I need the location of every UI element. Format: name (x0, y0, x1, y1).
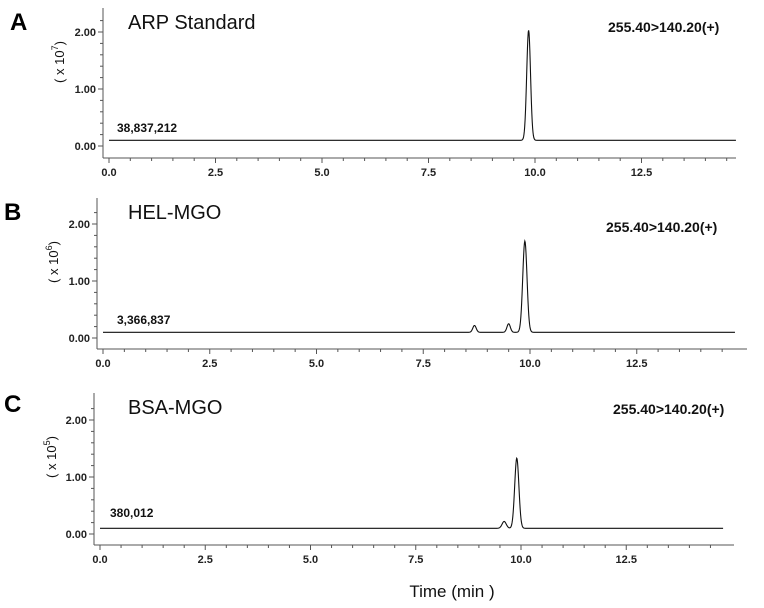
x-tick-label: 0.0 (95, 358, 110, 370)
y-axis-unit: ( x 105) (42, 436, 59, 478)
x-tick-label: 2.5 (198, 554, 213, 566)
sample-title: ARP Standard (128, 12, 256, 34)
x-tick-label: 5.0 (314, 167, 329, 179)
peak-area-label: 3,366,837 (117, 313, 171, 327)
mrm-transition: 255.40>140.20(+) (608, 19, 719, 35)
x-tick-label: 0.0 (101, 167, 116, 179)
x-tick-label: 5.0 (303, 554, 318, 566)
panel-letter: B (4, 199, 21, 226)
mrm-transition: 255.40>140.20(+) (613, 401, 724, 417)
sample-title: HEL-MGO (128, 202, 221, 224)
panel-c: 0.0 2.5 5.0 7.5 10.0 12.5 0.00 1.00 2.00 C BSA-MGO… (4, 391, 734, 566)
y-tick-label: 2.00 (66, 415, 87, 427)
panel-a: 0.0 2.5 5.0 7.5 10.0 12.5 0.00 1.00 2.00 A ARP Sta… (10, 8, 736, 179)
x-tick-label: 2.5 (208, 167, 223, 179)
panel-letter: C (4, 391, 21, 418)
chromatogram-trace (109, 30, 736, 141)
chromatogram-trace (100, 456, 724, 529)
x-tick-label: 2.5 (202, 358, 217, 370)
x-tick-label: 7.5 (408, 554, 423, 566)
x-tick-label: 10.0 (519, 358, 540, 370)
x-tick-label: 10.0 (524, 167, 545, 179)
y-tick-label: 0.00 (75, 141, 96, 153)
y-tick-label: 2.00 (69, 219, 90, 231)
panel-b: 0.0 2.5 5.0 7.5 10.0 12.5 0.00 1.00 2.00 B HEL-MGO… (4, 198, 747, 370)
y-axis-unit: ( x 106) (44, 241, 61, 283)
y-tick-label: 0.00 (66, 529, 87, 541)
y-tick-label: 1.00 (69, 276, 90, 288)
y-tick-label: 2.00 (75, 27, 96, 39)
x-tick-label: 7.5 (416, 358, 431, 370)
x-tick-label: 0.0 (92, 554, 107, 566)
x-tick-label: 12.5 (631, 167, 652, 179)
panel-letter: A (10, 9, 27, 36)
y-tick-label: 1.00 (75, 84, 96, 96)
peak-area-label: 38,837,212 (117, 121, 177, 135)
mrm-transition: 255.40>140.20(+) (606, 219, 717, 235)
y-axis-unit: ( x 107) (50, 41, 67, 83)
chromatogram-trace (103, 238, 735, 333)
peak-area-label: 380,012 (110, 506, 154, 520)
x-tick-label: 12.5 (626, 358, 647, 370)
sample-title: BSA-MGO (128, 397, 222, 419)
x-axis-label: Time (min ) (409, 582, 494, 601)
y-tick-label: 1.00 (66, 472, 87, 484)
x-tick-label: 5.0 (309, 358, 324, 370)
x-tick-label: 12.5 (616, 554, 637, 566)
x-tick-label: 10.0 (510, 554, 531, 566)
y-tick-label: 0.00 (69, 333, 90, 345)
x-tick-label: 7.5 (421, 167, 436, 179)
